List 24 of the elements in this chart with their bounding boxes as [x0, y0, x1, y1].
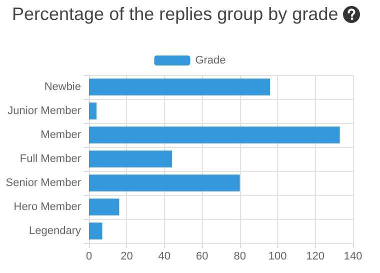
y-tick-label: Legendary: [29, 225, 82, 237]
y-tick-label: Member: [40, 129, 82, 141]
y-tick-label: Newbie: [44, 81, 81, 93]
bar: [89, 174, 240, 192]
x-tick-label: 120: [306, 250, 324, 262]
y-tick-label: Junior Member: [8, 105, 82, 117]
bar: [89, 126, 340, 144]
bar: [89, 222, 102, 240]
x-tick-label: 140: [344, 250, 362, 262]
bar: [89, 102, 97, 120]
x-tick-label: 80: [234, 250, 246, 262]
y-tick-label: Full Member: [20, 153, 82, 165]
x-tick-label: 20: [120, 250, 133, 262]
x-tick-label: 0: [86, 250, 92, 262]
bar: [89, 78, 270, 96]
x-tick-label: 60: [196, 250, 208, 262]
y-tick-label: Senior Member: [6, 177, 82, 189]
y-tick-label: Hero Member: [14, 201, 82, 213]
chart-title: Percentage of the replies group by grade: [12, 4, 338, 25]
x-tick-label: 100: [268, 250, 287, 262]
bar: [89, 198, 120, 216]
x-tick-label: 40: [158, 250, 171, 262]
bar: [89, 150, 172, 168]
legend-label: Grade: [195, 54, 226, 66]
